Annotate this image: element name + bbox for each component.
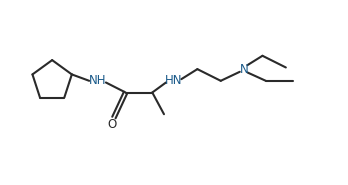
- Text: O: O: [108, 118, 117, 131]
- Text: N: N: [240, 63, 248, 76]
- Text: NH: NH: [89, 74, 106, 87]
- Text: HN: HN: [165, 74, 183, 87]
